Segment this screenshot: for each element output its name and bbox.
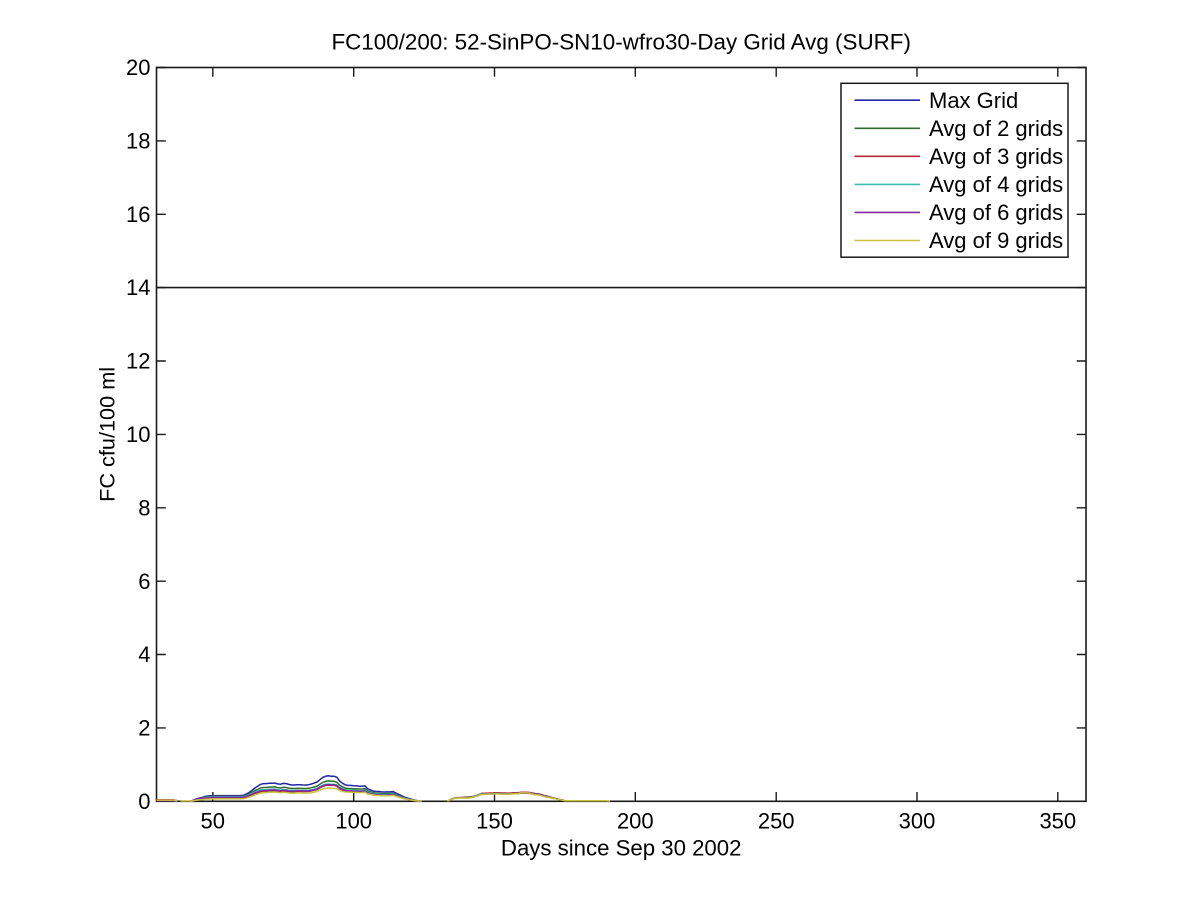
svg-text:150: 150 [476, 809, 513, 834]
svg-text:Avg of 2 grids: Avg of 2 grids [929, 116, 1063, 141]
svg-text:Avg of 6 grids: Avg of 6 grids [929, 200, 1063, 225]
svg-text:100: 100 [335, 809, 372, 834]
svg-text:Avg of 9 grids: Avg of 9 grids [929, 228, 1063, 253]
svg-text:8: 8 [138, 495, 150, 520]
svg-text:Avg of 3 grids: Avg of 3 grids [929, 144, 1063, 169]
svg-text:Max Grid: Max Grid [929, 88, 1018, 113]
svg-text:14: 14 [126, 275, 150, 300]
svg-text:Days since Sep 30 2002: Days since Sep 30 2002 [501, 836, 742, 861]
svg-text:200: 200 [617, 809, 654, 834]
svg-text:16: 16 [126, 202, 150, 227]
svg-text:10: 10 [126, 422, 150, 447]
svg-text:300: 300 [899, 809, 936, 834]
svg-text:50: 50 [201, 809, 225, 834]
svg-text:250: 250 [758, 809, 795, 834]
svg-text:2: 2 [138, 716, 150, 741]
svg-text:20: 20 [126, 55, 150, 80]
svg-text:18: 18 [126, 129, 150, 154]
svg-text:FC100/200: 52-SinPO-SN10-wfro3: FC100/200: 52-SinPO-SN10-wfro30-Day Grid… [331, 30, 910, 55]
svg-text:FC cfu/100 ml: FC cfu/100 ml [95, 367, 120, 502]
svg-text:6: 6 [138, 569, 150, 594]
svg-text:4: 4 [138, 642, 150, 667]
svg-text:350: 350 [1039, 809, 1076, 834]
svg-text:Avg of 4 grids: Avg of 4 grids [929, 172, 1063, 197]
svg-text:12: 12 [126, 349, 150, 374]
svg-text:0: 0 [138, 789, 150, 814]
